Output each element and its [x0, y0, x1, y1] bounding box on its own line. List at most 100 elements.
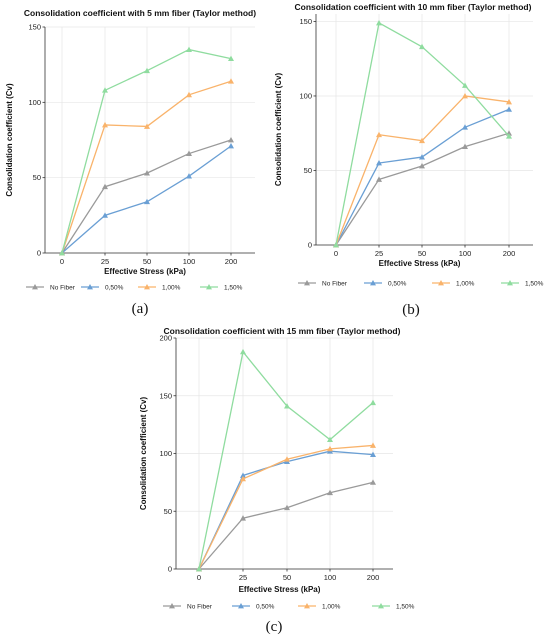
chart-title: Consolidation coefficient with 5 mm fibe…	[24, 8, 256, 18]
x-tick-label: 50	[418, 249, 426, 258]
data-point	[240, 472, 246, 478]
data-point	[186, 150, 192, 156]
chart-panel-2: 0 50 100 150 0 25 50 100 200 Consolidation coeffi…	[274, 2, 544, 318]
y-tick-label: 150	[159, 391, 172, 400]
legend-label: 1,50%	[525, 281, 544, 288]
legend-label: 1,00%	[322, 604, 341, 611]
legend-marker-icon	[32, 284, 38, 290]
series-line-2	[61, 145, 232, 254]
legend-marker-icon	[438, 280, 444, 286]
data-point	[240, 475, 246, 482]
x-tick-label: 25	[239, 573, 247, 582]
y-tick-label: 100	[299, 91, 312, 100]
x-tick-label: 100	[459, 249, 472, 258]
x-tick-label: 200	[225, 257, 238, 266]
series-line-1	[335, 132, 510, 246]
data-point	[240, 348, 246, 355]
panel-caption: (b)	[402, 302, 420, 318]
data-point	[102, 87, 108, 93]
y-tick-label: 100	[28, 98, 41, 107]
legend-marker-icon	[238, 603, 244, 609]
data-point	[144, 198, 150, 205]
data-point	[506, 106, 512, 112]
data-point	[327, 489, 333, 496]
x-tick-label: 25	[375, 249, 383, 258]
data-point	[186, 46, 192, 52]
data-point	[370, 442, 376, 448]
data-point	[333, 242, 339, 248]
data-point	[506, 133, 512, 139]
data-point	[144, 67, 150, 74]
data-point	[419, 43, 425, 50]
data-point	[462, 82, 468, 88]
y-tick-label: 150	[299, 17, 312, 26]
data-point	[228, 55, 234, 62]
legend-label: 1,50%	[224, 285, 243, 292]
y-tick-label: 200	[159, 334, 172, 343]
data-point	[327, 445, 333, 452]
y-tick-label: 100	[159, 449, 172, 458]
data-point	[284, 504, 290, 511]
series-line-4	[61, 48, 232, 254]
x-axis-title: Effective Stress (kPa)	[239, 585, 321, 594]
data-point	[370, 451, 376, 458]
data-point	[186, 91, 192, 98]
x-tick-label: 0	[60, 257, 64, 266]
panel-caption: (c)	[266, 619, 283, 635]
data-point	[376, 160, 382, 166]
y-tick-label: 50	[304, 166, 312, 175]
data-point	[506, 98, 512, 105]
data-point	[228, 78, 234, 84]
series-line-4	[335, 21, 510, 246]
panel-caption: (a)	[132, 301, 149, 317]
legend-label: No Fiber	[50, 285, 76, 292]
x-tick-label: 0	[334, 249, 338, 258]
data-point	[228, 137, 234, 143]
data-point	[462, 143, 468, 150]
series-line-3	[61, 80, 232, 254]
x-axis-title: Effective Stress (kPa)	[104, 267, 186, 276]
y-tick-label: 0	[168, 565, 172, 574]
legend-label: 0,50%	[256, 604, 275, 611]
legend-marker-icon	[304, 280, 310, 286]
legend-label: 1,50%	[396, 604, 415, 611]
data-point	[196, 566, 202, 572]
y-tick-label: 0	[308, 241, 312, 250]
data-point	[102, 183, 108, 190]
legend-marker-icon	[144, 284, 150, 290]
data-point	[186, 173, 192, 179]
x-tick-label: 200	[367, 573, 380, 582]
y-axis-title: Consolidation coefficient (Cv)	[5, 83, 14, 197]
data-point	[462, 92, 468, 99]
legend-marker-icon	[169, 603, 175, 609]
data-point	[370, 399, 376, 406]
x-tick-label: 0	[197, 573, 201, 582]
data-point	[144, 123, 150, 129]
data-point	[59, 250, 65, 256]
legend-marker-icon	[507, 280, 513, 286]
x-axis-title: Effective Stress (kPa)	[379, 259, 461, 268]
chart-panel-1: 0 50 100 150 0 25 50 100 200 Consolidation coeffi…	[5, 8, 256, 317]
x-tick-label: 50	[283, 573, 291, 582]
data-point	[419, 137, 425, 144]
data-point	[228, 143, 234, 149]
x-tick-label: 50	[143, 257, 151, 266]
data-point	[284, 456, 290, 462]
data-point	[419, 154, 425, 160]
chart-title: Consolidation coefficient with 10 mm fib…	[295, 2, 532, 12]
data-point	[284, 403, 290, 409]
data-point	[419, 163, 425, 169]
x-tick-label: 100	[183, 257, 196, 266]
legend-label: No Fiber	[187, 604, 213, 611]
x-tick-label: 100	[324, 573, 337, 582]
series-line-1	[198, 481, 374, 570]
legend-label: 0,50%	[388, 281, 407, 288]
data-point	[144, 170, 150, 176]
legend-marker-icon	[370, 280, 376, 286]
data-point	[376, 176, 382, 182]
data-point	[376, 131, 382, 138]
data-point	[376, 19, 382, 26]
y-axis-title: Consolidation coefficient (Cv)	[274, 73, 283, 187]
